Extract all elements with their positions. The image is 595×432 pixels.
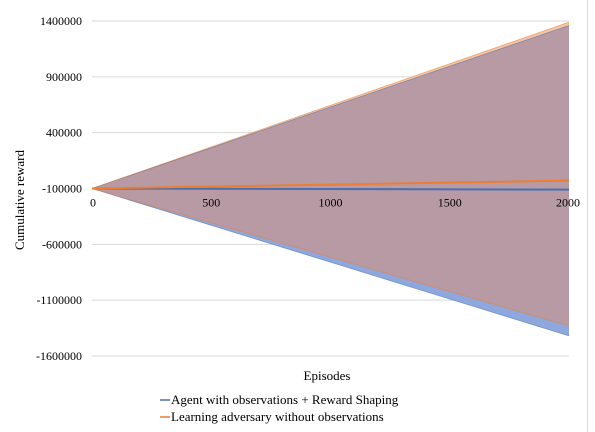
tick-labels: 1400000 900000 400000 -100000 -600000 -110000… — [36, 14, 580, 363]
y-tick-label-6: -1600000 — [36, 349, 82, 363]
line-learning-adversary — [91, 179, 570, 190]
band-overlap — [92, 25, 569, 326]
band-lower-edge-1 — [91, 188, 570, 327]
x-tick-label-4: 2000 — [556, 196, 580, 210]
y-tick-label-0: 1400000 — [40, 14, 82, 28]
x-tick-label-0: 0 — [90, 196, 96, 210]
confidence-bands — [91, 21, 570, 337]
x-tick-label-1: 500 — [202, 196, 220, 210]
legend: Agent with observations + Reward Shaping… — [160, 392, 399, 424]
y-tick-label-3: -100000 — [42, 182, 82, 196]
y-tick-label-1: 900000 — [46, 70, 82, 84]
band-upper-edge-1 — [91, 21, 570, 189]
series-lines — [91, 179, 570, 191]
x-tick-label-2: 1000 — [319, 196, 343, 210]
legend-label-1: Learning adversary without observations — [171, 409, 384, 424]
band-lower-edge-0 — [91, 188, 570, 337]
x-axis-label: Episodes — [304, 368, 351, 383]
y-tick-label-4: -600000 — [42, 237, 82, 251]
line-agent-with-observations — [91, 187, 570, 191]
x-tick-label-3: 1500 — [438, 196, 462, 210]
band-upper-edge-0 — [91, 25, 570, 189]
y-tick-label-5: -1100000 — [36, 293, 82, 307]
y-axis-label: Cumulative reward — [12, 150, 27, 250]
legend-label-0: Agent with observations + Reward Shaping — [171, 392, 399, 407]
y-tick-label-2: 400000 — [46, 126, 82, 140]
right-border — [587, 0, 588, 432]
